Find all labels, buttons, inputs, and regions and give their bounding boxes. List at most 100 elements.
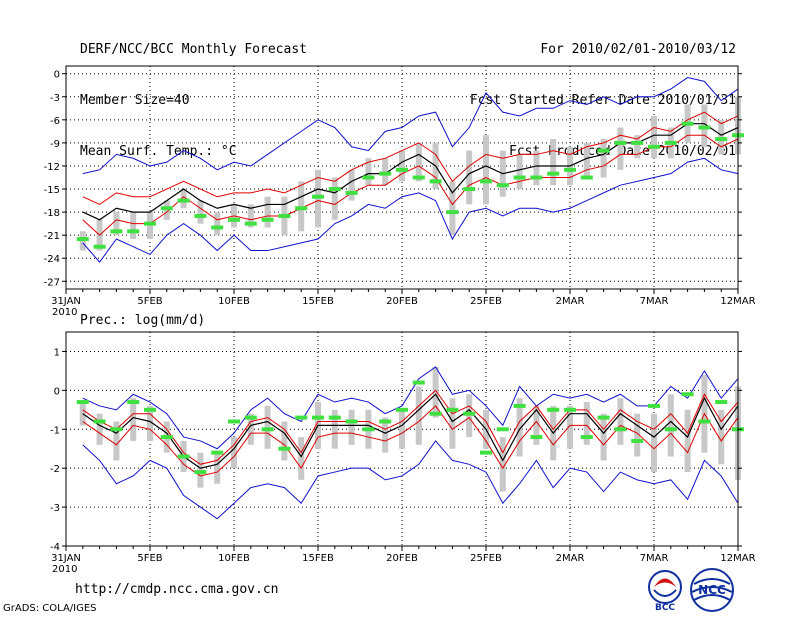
temp-spread-box xyxy=(550,139,557,186)
temp-marker xyxy=(664,140,677,145)
ncc-logo-text: NCC xyxy=(698,583,726,597)
prec-marker xyxy=(580,435,593,440)
temp-spread-box xyxy=(634,135,641,159)
temp-mean-line xyxy=(82,123,739,221)
temp-marker xyxy=(261,217,274,222)
temp-marker xyxy=(93,244,106,249)
prec-ytick-label: -3 xyxy=(50,503,60,514)
prec-spread-box xyxy=(331,409,338,449)
prec-marker xyxy=(648,403,660,408)
temp-marker xyxy=(564,167,576,172)
temp-marker xyxy=(580,175,593,180)
prec-spread-box xyxy=(634,413,641,457)
prec-spread-box xyxy=(113,421,120,461)
temp-marker xyxy=(715,137,728,142)
temp-marker xyxy=(328,187,341,192)
prec-spread-box xyxy=(96,413,103,445)
temp-spread-box xyxy=(600,139,607,178)
temp-marker xyxy=(681,121,694,126)
prec-spread-box xyxy=(667,394,674,457)
forecast-period: For 2010/02/01-2010/03/12 xyxy=(540,42,736,57)
prec-marker xyxy=(278,446,291,451)
prec-spread-box xyxy=(147,405,153,441)
prec-spread-box xyxy=(382,417,389,453)
temp-spread-box xyxy=(415,142,422,182)
prec-marker xyxy=(698,419,711,424)
temp-marker xyxy=(194,213,207,218)
temp-marker xyxy=(228,217,240,222)
prec-xtick-label: 2MAR xyxy=(556,553,585,564)
prec-spread-box xyxy=(432,367,439,418)
prec-marker xyxy=(530,435,543,440)
temp-spread-box xyxy=(449,181,456,236)
temp-marker xyxy=(110,229,123,234)
temp-ytick-label: 0 xyxy=(54,70,60,81)
prec-mean-line xyxy=(82,393,739,469)
temp-marker xyxy=(648,144,660,149)
forecast-start-date: Fcst Started Refer Date 2010/01/31 xyxy=(469,93,736,108)
temp-spread-box xyxy=(197,200,204,224)
prec-ytick-label: -2 xyxy=(50,464,60,475)
ncc-logo: NCC xyxy=(690,568,734,612)
prec-marker xyxy=(463,411,476,416)
temp-marker xyxy=(463,187,476,192)
prec-marker xyxy=(76,400,89,405)
prec-spread-box xyxy=(231,437,237,469)
temp-marker xyxy=(496,183,509,188)
temp-marker xyxy=(513,175,526,180)
prec-lower-line xyxy=(82,405,739,477)
temp-spread-box xyxy=(331,177,338,220)
temp-year-label: 2010 xyxy=(52,307,77,318)
prec-marker xyxy=(396,407,408,412)
prec-year-label: 2010 xyxy=(52,564,77,575)
temp-ytick-label: -24 xyxy=(44,254,60,265)
prec-spread-box xyxy=(567,405,573,449)
temp-marker xyxy=(631,140,644,145)
temp-marker xyxy=(698,125,711,130)
chart-title: DERF/NCC/BCC Monthly Forecast xyxy=(80,42,307,57)
temp-ytick-label: -9 xyxy=(50,139,60,150)
prec-spread-box xyxy=(651,413,657,473)
prec-marker xyxy=(328,415,341,420)
prec-spread-box xyxy=(399,409,405,449)
prec-marker xyxy=(446,407,459,412)
prec-xtick-label: 12MAR xyxy=(720,553,755,564)
temp-xtick-label: 5FEB xyxy=(137,296,162,307)
temp-ytick-label: -27 xyxy=(44,277,60,288)
temp-marker xyxy=(312,194,324,199)
prec-spread-box xyxy=(449,398,456,449)
temp-xtick-label: 20FEB xyxy=(386,296,418,307)
temp-max-line xyxy=(82,76,739,175)
prec-marker xyxy=(496,427,509,432)
prec-xtick-label: 15FEB xyxy=(302,553,334,564)
temp-marker xyxy=(127,229,140,234)
prec-marker xyxy=(614,427,627,432)
prec-marker xyxy=(295,415,308,420)
temp-xtick-label: 2MAR xyxy=(556,296,585,307)
temp-xtick-label: 25FEB xyxy=(470,296,502,307)
temp-spread-box xyxy=(214,212,221,236)
temp-ytick-label: -6 xyxy=(50,116,60,127)
prec-marker xyxy=(631,438,644,443)
prec-spread-box xyxy=(247,413,254,445)
prec-spread-box xyxy=(214,452,221,484)
footer-url[interactable]: http://cmdp.ncc.cma.gov.cn xyxy=(75,582,279,597)
prec-marker xyxy=(244,415,257,420)
prec-marker xyxy=(480,450,492,455)
prec-spread-box xyxy=(130,398,137,441)
temp-ytick-label: -12 xyxy=(44,162,60,173)
bcc-logo: BCC xyxy=(648,570,682,612)
temp-ytick-label: -15 xyxy=(44,185,60,196)
prec-spread-box xyxy=(617,398,624,445)
temp-spread-box xyxy=(516,154,523,190)
prec-spread-box xyxy=(415,386,422,445)
temp-lower-line xyxy=(82,134,739,236)
prec-marker xyxy=(412,380,425,385)
temp-marker xyxy=(379,171,392,176)
prec-xtick-label: 7MAR xyxy=(640,553,669,564)
temperature-plot: 0 -3 -6 -9 -12 -15 -18 -21 -24 -27 31JAN 5FEB 10FEB 1… xyxy=(44,65,756,318)
temp-spread-box xyxy=(264,196,271,228)
prec-min-line xyxy=(82,440,739,520)
temp-marker xyxy=(530,175,543,180)
